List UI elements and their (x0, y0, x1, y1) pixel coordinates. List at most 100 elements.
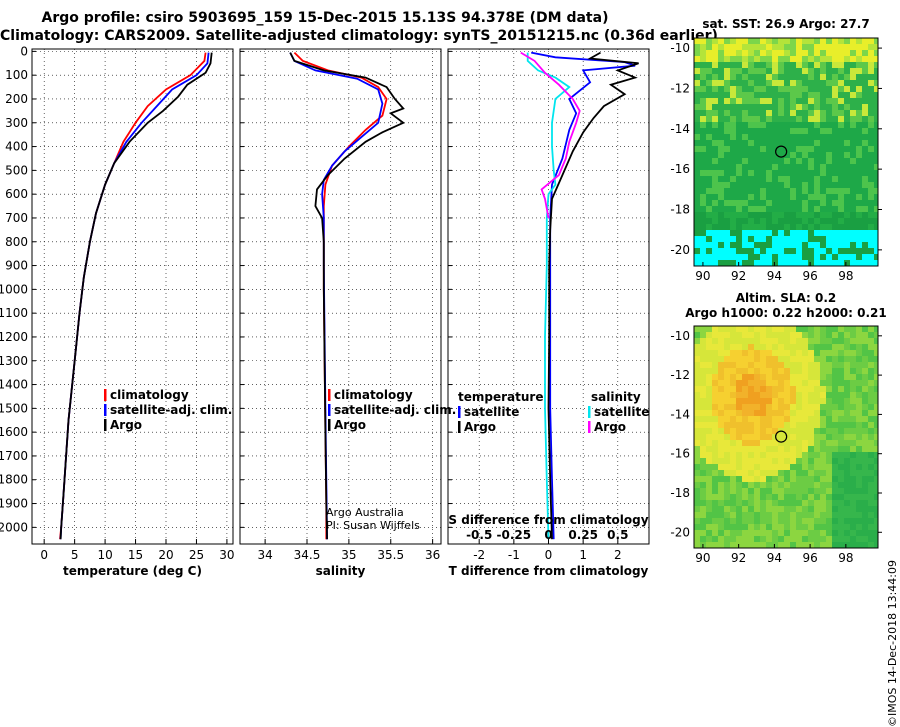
map-cell (772, 50, 778, 56)
map-cell (724, 440, 730, 446)
map-y-tick-label: -12 (670, 81, 690, 95)
map-cell (742, 128, 748, 134)
map-cell (778, 44, 784, 50)
map-cell (736, 500, 742, 506)
map-cell (718, 356, 724, 362)
map-frame (693, 325, 879, 549)
map-y-tick-label: -16 (670, 447, 690, 461)
map-cell (802, 116, 808, 122)
map-cell (724, 386, 730, 392)
map-cell (850, 332, 856, 338)
map-cell (718, 452, 724, 458)
map-cell (694, 440, 700, 446)
map-cell (724, 464, 730, 470)
map-cell (796, 98, 802, 104)
map-cell (820, 44, 826, 50)
map-cell (700, 230, 706, 236)
map-cell (718, 224, 724, 230)
map-cell (814, 146, 820, 152)
map-cell (850, 116, 856, 122)
map-cell (856, 500, 862, 506)
map-cell (730, 62, 736, 68)
map-cell (832, 206, 838, 212)
map-cell (790, 194, 796, 200)
map-cell (796, 392, 802, 398)
map-cell (796, 398, 802, 404)
map-cell (868, 62, 874, 68)
map-cell (760, 536, 766, 542)
map-cell (838, 236, 844, 242)
map-cell (814, 470, 820, 476)
map-cell (832, 458, 838, 464)
map-cell (832, 494, 838, 500)
map-cell (856, 254, 862, 260)
map-cell (856, 128, 862, 134)
map-cell (832, 452, 838, 458)
map-cell (814, 104, 820, 110)
map-cell (742, 176, 748, 182)
map-cell (730, 56, 736, 62)
map-cell (862, 248, 868, 254)
map-cell (694, 68, 700, 74)
map-cell (820, 494, 826, 500)
map-cell (778, 506, 784, 512)
map-cell (826, 74, 832, 80)
map-cell (694, 116, 700, 122)
map-cell (730, 398, 736, 404)
map-cell (724, 146, 730, 152)
map-cell (874, 416, 878, 422)
map-cell (838, 128, 844, 134)
map-cell (820, 326, 826, 332)
map-cell (832, 332, 838, 338)
map-cell (862, 404, 868, 410)
map-cell (724, 488, 730, 494)
map-cell (730, 476, 736, 482)
map-cell (712, 422, 718, 428)
map-cell (862, 38, 868, 44)
map-cell (706, 494, 712, 500)
map-cell (832, 188, 838, 194)
map-cell (850, 38, 856, 44)
map-cell (820, 440, 826, 446)
map-cell (850, 260, 856, 266)
map-cell (844, 518, 850, 524)
map-cell (700, 512, 706, 518)
map-cell (826, 356, 832, 362)
map-cell (832, 92, 838, 98)
map-cell (748, 362, 754, 368)
map-cell (724, 380, 730, 386)
map-cell (868, 188, 874, 194)
map-cell (808, 398, 814, 404)
map-cell (814, 458, 820, 464)
map-cell (742, 218, 748, 224)
map-cell (820, 86, 826, 92)
map-cell (814, 476, 820, 482)
map-cell (712, 188, 718, 194)
map-cell (826, 152, 832, 158)
map-cell (790, 494, 796, 500)
map-cell (730, 434, 736, 440)
map-cell (790, 230, 796, 236)
map-cell (760, 332, 766, 338)
map-cell (724, 224, 730, 230)
map-cell (730, 104, 736, 110)
map-cell (718, 254, 724, 260)
map-cell (826, 164, 832, 170)
map-cell (820, 242, 826, 248)
map-cell (766, 524, 772, 530)
map-cell (808, 524, 814, 530)
map-cell (868, 488, 874, 494)
map-cell (850, 482, 856, 488)
map-cell (706, 440, 712, 446)
map-cell (718, 212, 724, 218)
map-cell (700, 80, 706, 86)
legend-label: satellite-adj. clim. (110, 403, 232, 417)
map-cell (808, 356, 814, 362)
map-cell (742, 230, 748, 236)
map-cell (778, 62, 784, 68)
map-cell (826, 494, 832, 500)
legend-label: climatology (110, 388, 189, 402)
map-cell (742, 206, 748, 212)
map-cell (784, 254, 790, 260)
map-cell (724, 326, 730, 332)
